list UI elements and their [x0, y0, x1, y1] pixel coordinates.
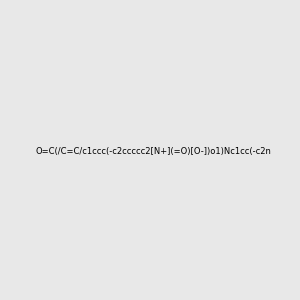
Text: O=C(/C=C/c1ccc(-c2ccccc2[N+](=O)[O-])o1)Nc1cc(-c2n: O=C(/C=C/c1ccc(-c2ccccc2[N+](=O)[O-])o1)…: [36, 147, 272, 156]
